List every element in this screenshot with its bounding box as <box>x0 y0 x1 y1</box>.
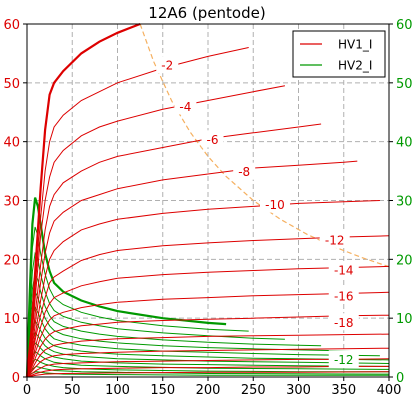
y-tick-label: 0 <box>12 371 20 386</box>
hv1-line-series <box>26 333 390 378</box>
curve-label-group: -10 <box>259 195 290 213</box>
curve-label-group: -16 <box>328 286 359 304</box>
curve-label-background <box>328 260 359 278</box>
curve-label-background <box>328 313 359 331</box>
curve-label-background <box>233 162 256 180</box>
curve-label-group: -12 <box>328 350 359 368</box>
y2-tick-label: 50 <box>396 77 413 92</box>
x-tick-label: 400 <box>377 383 402 398</box>
y2-tick-label: 60 <box>396 18 413 33</box>
curve-label-background <box>259 195 290 213</box>
y-tick-label: 10 <box>3 312 20 327</box>
curve-label-group: -12 <box>319 230 350 248</box>
x-tick-label: 350 <box>331 383 356 398</box>
hv2-line-series <box>26 251 285 378</box>
hv1-line-series <box>26 347 390 378</box>
annotation-layer: -2 -4 -6 -8 -10 -12 -14 -16 -18 -12 <box>156 56 359 368</box>
chart-title: 12A6 (pentode) <box>148 4 265 22</box>
y-tick-label: 60 <box>3 18 20 33</box>
curve-label: -6 <box>207 133 219 147</box>
curve-label: -18 <box>334 316 354 330</box>
curve-label: -14 <box>334 263 354 277</box>
curve-label-background <box>156 56 179 74</box>
curve-label: -16 <box>334 289 354 303</box>
hv1-line-series <box>26 358 390 378</box>
legend-label: HV1_I <box>338 38 372 52</box>
hv1-line-series <box>26 291 390 378</box>
hv1-line-series <box>26 123 322 378</box>
y2-tick-label: 10 <box>396 312 413 327</box>
hv1-line-series <box>25 22 141 378</box>
hv1-line-series <box>26 314 390 378</box>
hv1-line-series <box>26 235 390 378</box>
curve-label-background <box>201 130 224 148</box>
hv1-line-series <box>26 47 249 378</box>
x-tick-label: 100 <box>105 383 130 398</box>
hv1-line-series <box>26 160 358 378</box>
y-tick-label: 20 <box>3 253 20 268</box>
curve-label-background <box>328 350 359 368</box>
x-tick-label: 150 <box>150 383 175 398</box>
y2-tick-label: 40 <box>396 136 413 151</box>
dissipation-curve <box>139 23 390 268</box>
y-tick-label: 40 <box>3 136 20 151</box>
legend-label: HV2_I <box>338 59 372 73</box>
x-tick-label: 250 <box>241 383 266 398</box>
curve-label: -2 <box>161 59 173 73</box>
hv1-line-series <box>26 371 390 378</box>
hv2-line-series <box>25 197 227 378</box>
curve-label-group: -18 <box>328 313 359 331</box>
y2-tick-label: 30 <box>396 195 413 210</box>
hv1-line-series <box>26 265 390 378</box>
curve-label-background <box>328 286 359 304</box>
hv2-line-series <box>26 306 380 378</box>
curve-label-group: -8 <box>233 162 256 180</box>
x-tick-label: 50 <box>64 383 81 398</box>
curve-label-group: -4 <box>174 97 197 115</box>
curve-label-background <box>319 230 350 248</box>
curve-label: -12 <box>334 353 354 367</box>
y-tick-label: 50 <box>3 77 20 92</box>
x-tick-label: 0 <box>23 383 31 398</box>
tick-layer: 0 50 100 150 200 250 300 350 4000102030405060010… <box>3 18 412 398</box>
curve-label-group: -14 <box>328 260 359 278</box>
curve-label-group: -6 <box>201 130 224 148</box>
curve-label-group: -2 <box>156 56 179 74</box>
curve-label: -8 <box>238 165 250 179</box>
legend: HV1_I HV2_I <box>292 30 386 78</box>
dissipation-layer <box>139 23 390 268</box>
curve-label: -4 <box>179 100 191 114</box>
y-tick-label: 30 <box>3 195 20 210</box>
hv1-line-series <box>26 365 389 378</box>
y2-tick-label: 20 <box>396 253 413 268</box>
hv2-line-series <box>26 331 390 378</box>
hv2-line-series <box>26 319 390 378</box>
hv2-line-series <box>26 226 249 378</box>
x-tick-label: 300 <box>286 383 311 398</box>
curve-label: -12 <box>325 233 345 247</box>
x-tick-label: 200 <box>196 383 221 398</box>
curve-label: -10 <box>265 198 285 212</box>
legend-box <box>292 30 386 78</box>
curve-label-background <box>174 97 197 115</box>
y2-tick-label: 0 <box>396 371 404 386</box>
